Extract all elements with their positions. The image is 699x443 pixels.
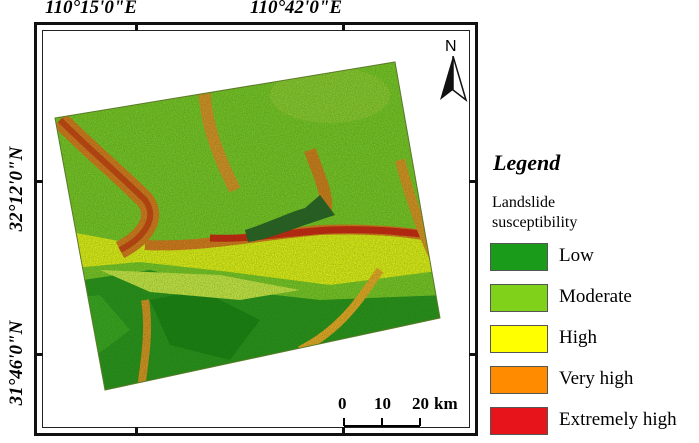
legend-swatch-moderate (490, 284, 548, 312)
legend-title: Legend (493, 150, 561, 175)
north-arrow: N (438, 38, 468, 104)
legend-label-extremely-high: Extremely high (559, 409, 677, 430)
bottom-tick-east (342, 427, 345, 436)
legend-swatch-very-high (490, 366, 548, 394)
legend-swatch-high (490, 325, 548, 353)
legend-label-low: Low (559, 245, 594, 266)
legend-label-very-high: Very high (559, 368, 634, 389)
legend-item-very-high: Very high (490, 366, 699, 396)
legend-item-moderate: Moderate (490, 284, 699, 314)
map-inner-border (42, 30, 470, 428)
legend-swatch-low (490, 243, 548, 271)
north-label: N (445, 38, 457, 55)
map-frame (34, 22, 478, 436)
susceptibility-map[interactable] (0, 0, 480, 443)
map-area (55, 62, 440, 390)
scale-tick-10: 10 (374, 394, 391, 413)
longitude-label-west: 110°15'0"E (45, 0, 138, 18)
north-arrow-icon (440, 56, 468, 102)
legend-item-high: High (490, 325, 699, 355)
left-tick-north (34, 180, 43, 183)
scale-bar-graphic (343, 418, 421, 427)
longitude-label-east: 110°42'0"E (250, 0, 343, 18)
legend-label-high: High (559, 327, 597, 348)
legend-label-moderate: Moderate (559, 286, 632, 307)
legend-subtitle: Landslide susceptibility (492, 194, 578, 231)
top-tick-east (342, 22, 345, 31)
right-tick-north (469, 180, 478, 183)
right-tick-south (469, 353, 478, 356)
bottom-tick-west (135, 427, 138, 436)
top-tick-west (135, 22, 138, 31)
legend-item-extremely-high: Extremely high (490, 407, 699, 437)
scale-tick-0: 0 (338, 394, 347, 413)
raster-texture (55, 62, 440, 390)
left-tick-south (34, 353, 43, 356)
legend-item-low: Low (490, 243, 699, 273)
scale-tick-20: 20 (412, 394, 429, 413)
map-extent-outline (54, 61, 441, 391)
legend-swatch-extremely-high (490, 407, 548, 435)
scale-unit: km (434, 394, 458, 413)
